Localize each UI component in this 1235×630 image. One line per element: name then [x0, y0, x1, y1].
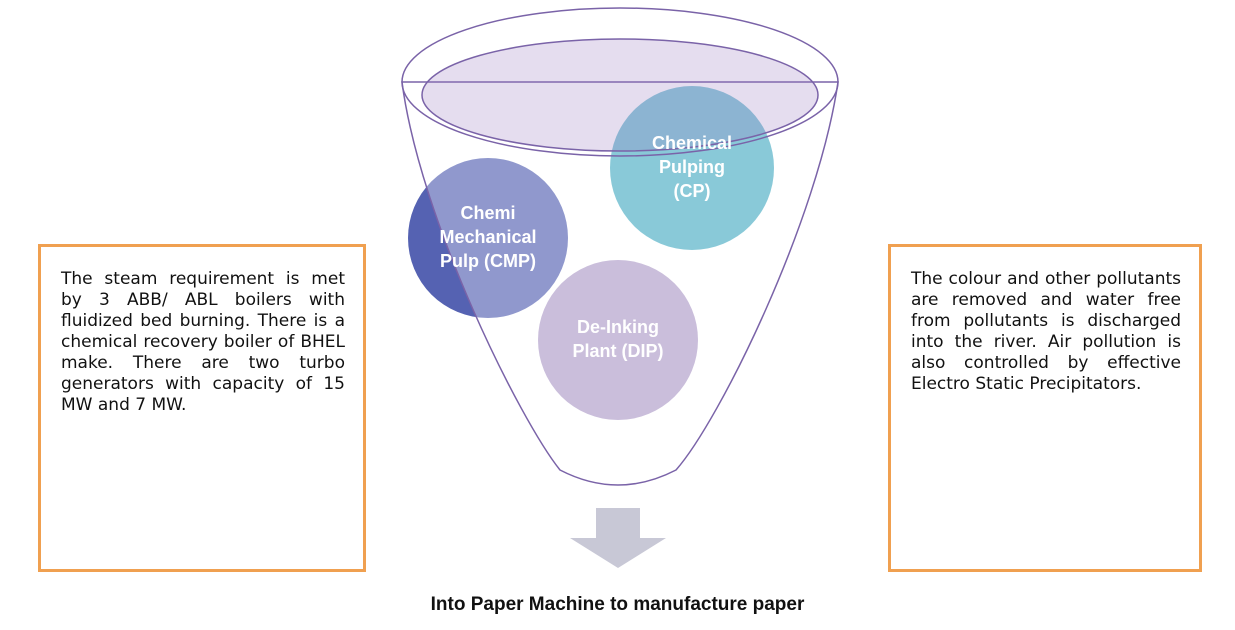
node-label: Plant (DIP)	[572, 341, 663, 361]
right-box: The colour and other pollutants are remo…	[888, 244, 1202, 572]
node-label: Mechanical	[439, 227, 536, 247]
cmp-circle	[408, 158, 568, 318]
funnel-rim	[401, 7, 839, 157]
node-label: Pulping	[659, 157, 725, 177]
caption: Into Paper Machine to manufacture paper	[430, 594, 805, 615]
dip-circle	[538, 260, 698, 420]
funnel-inner	[421, 38, 819, 152]
node-label: Chemical	[652, 133, 732, 153]
node-labels: Chemi Mechanical Pulp (CMP) Chemical Pulping…	[439, 133, 732, 361]
left-box: The steam requirement is met by 3 ABB/ A…	[38, 244, 366, 572]
node-label: (CP)	[674, 181, 711, 201]
funnel-body	[401, 81, 839, 486]
node-label: Pulp (CMP)	[440, 251, 536, 271]
cp-circle	[610, 86, 774, 250]
node-label: Chemi	[460, 203, 515, 223]
down-arrow	[570, 508, 666, 568]
node-label: De-Inking	[577, 317, 659, 337]
